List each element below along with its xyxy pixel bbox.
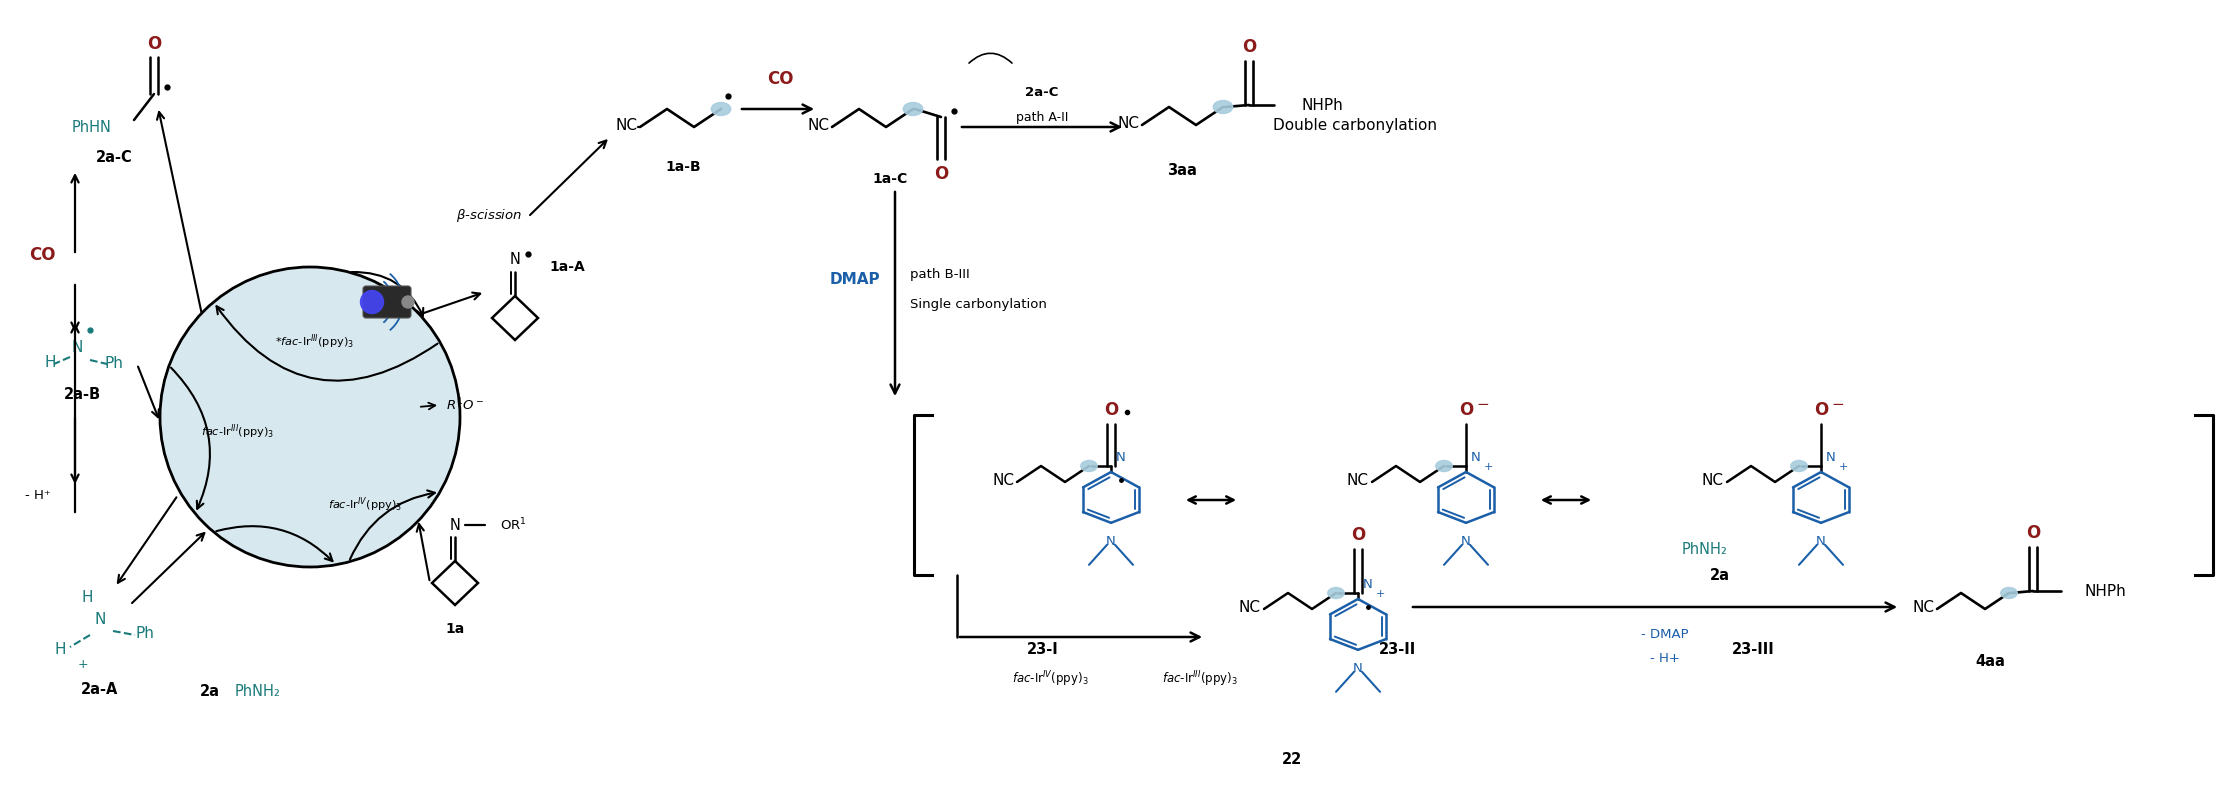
- Text: NC: NC: [1239, 600, 1261, 615]
- Ellipse shape: [2000, 588, 2018, 598]
- Text: CO: CO: [29, 246, 56, 264]
- Text: +: +: [1376, 589, 1385, 599]
- Text: - H+: - H+: [1649, 652, 1681, 666]
- Text: - DMAP: - DMAP: [1641, 627, 1689, 641]
- Text: NHPh: NHPh: [2085, 583, 2127, 598]
- Text: O: O: [1459, 401, 1474, 419]
- Text: O: O: [147, 35, 162, 53]
- Text: N: N: [1472, 451, 1481, 464]
- Text: N: N: [1354, 662, 1363, 674]
- Circle shape: [402, 296, 413, 308]
- Text: O: O: [1103, 401, 1119, 419]
- Text: 2a-C: 2a-C: [95, 150, 133, 164]
- Ellipse shape: [1436, 460, 1452, 471]
- Ellipse shape: [1792, 460, 1807, 471]
- Text: Ph: Ph: [104, 357, 124, 371]
- Text: −: −: [1476, 397, 1490, 412]
- Text: 23-I: 23-I: [1028, 642, 1059, 657]
- Ellipse shape: [1214, 101, 1232, 113]
- Text: O: O: [1352, 526, 1365, 544]
- Text: Double carbonylation: Double carbonylation: [1272, 117, 1436, 132]
- Text: $fac$-Ir$^{III}$(ppy)$_3$: $fac$-Ir$^{III}$(ppy)$_3$: [1161, 669, 1239, 689]
- Ellipse shape: [710, 102, 730, 116]
- FancyBboxPatch shape: [364, 286, 411, 318]
- Text: 2a: 2a: [1709, 567, 1729, 582]
- Text: $fac$-Ir$^{IV}$(ppy)$_3$: $fac$-Ir$^{IV}$(ppy)$_3$: [1012, 669, 1088, 689]
- Text: $R^1O^-$: $R^1O^-$: [446, 397, 484, 413]
- Text: NC: NC: [615, 117, 637, 132]
- Text: O: O: [2027, 524, 2040, 542]
- Text: 1a-B: 1a-B: [666, 160, 702, 174]
- Text: H: H: [82, 589, 93, 604]
- Text: H: H: [53, 642, 67, 657]
- Text: +: +: [1483, 462, 1492, 472]
- Text: O: O: [935, 165, 948, 183]
- Text: PhHN: PhHN: [71, 120, 111, 135]
- Text: 2a: 2a: [200, 685, 220, 700]
- Text: 1a-C: 1a-C: [872, 172, 908, 186]
- Text: 23-III: 23-III: [1732, 642, 1774, 657]
- Text: NC: NC: [1117, 116, 1139, 131]
- Text: +: +: [1838, 462, 1847, 472]
- Text: N: N: [511, 253, 519, 268]
- Circle shape: [360, 290, 384, 313]
- Text: N: N: [1827, 451, 1836, 464]
- Text: O: O: [1241, 38, 1257, 56]
- Text: O: O: [1814, 401, 1827, 419]
- Text: N: N: [1816, 535, 1825, 548]
- Text: −: −: [1832, 397, 1845, 412]
- Text: $*fac$-Ir$^{III}$(ppy)$_3$: $*fac$-Ir$^{III}$(ppy)$_3$: [275, 333, 355, 351]
- Text: $\beta$-scission: $\beta$-scission: [455, 206, 522, 224]
- Text: - H⁺: - H⁺: [24, 489, 51, 501]
- Text: 22: 22: [1281, 752, 1303, 767]
- Text: NC: NC: [1703, 472, 1725, 487]
- Circle shape: [160, 267, 460, 567]
- Text: 1a-A: 1a-A: [548, 260, 584, 274]
- Text: NC: NC: [1911, 600, 1934, 615]
- Text: 23-II: 23-II: [1379, 642, 1416, 657]
- Ellipse shape: [1328, 588, 1345, 598]
- Text: PhNH₂: PhNH₂: [235, 685, 282, 700]
- Text: 1a: 1a: [446, 622, 464, 636]
- Ellipse shape: [1081, 460, 1097, 471]
- Text: NHPh: NHPh: [1301, 98, 1343, 113]
- Text: path B-III: path B-III: [910, 268, 970, 280]
- Text: path A-II: path A-II: [1017, 110, 1068, 124]
- Text: 2a-A: 2a-A: [82, 682, 118, 697]
- Ellipse shape: [904, 102, 924, 116]
- Text: N: N: [1363, 578, 1372, 591]
- Text: N: N: [1117, 451, 1126, 464]
- Text: NC: NC: [1348, 472, 1370, 487]
- Text: CO: CO: [768, 70, 795, 88]
- Text: PhNH₂: PhNH₂: [1683, 541, 1727, 556]
- Text: N: N: [71, 339, 82, 354]
- Text: 2a-C: 2a-C: [1026, 86, 1059, 98]
- Text: OR$^1$: OR$^1$: [500, 517, 526, 534]
- Text: 4aa: 4aa: [1976, 653, 2005, 668]
- Text: N: N: [93, 612, 107, 627]
- Text: $fac$-Ir$^{III}$(ppy)$_3$: $fac$-Ir$^{III}$(ppy)$_3$: [202, 423, 275, 442]
- Text: $fac$-Ir$^{IV}$(ppy)$_3$: $fac$-Ir$^{IV}$(ppy)$_3$: [329, 496, 402, 514]
- Text: 2a-B: 2a-B: [64, 386, 100, 401]
- Text: DMAP: DMAP: [830, 272, 879, 286]
- Text: N: N: [451, 518, 460, 533]
- Text: +: +: [78, 659, 89, 671]
- Text: NC: NC: [992, 472, 1015, 487]
- Text: 3aa: 3aa: [1168, 162, 1197, 178]
- Text: Single carbonylation: Single carbonylation: [910, 297, 1048, 311]
- Text: N: N: [1106, 535, 1117, 548]
- Text: NC: NC: [808, 117, 828, 132]
- Text: H: H: [44, 354, 56, 370]
- Text: N: N: [1461, 535, 1472, 548]
- Text: Ph: Ph: [135, 626, 155, 641]
